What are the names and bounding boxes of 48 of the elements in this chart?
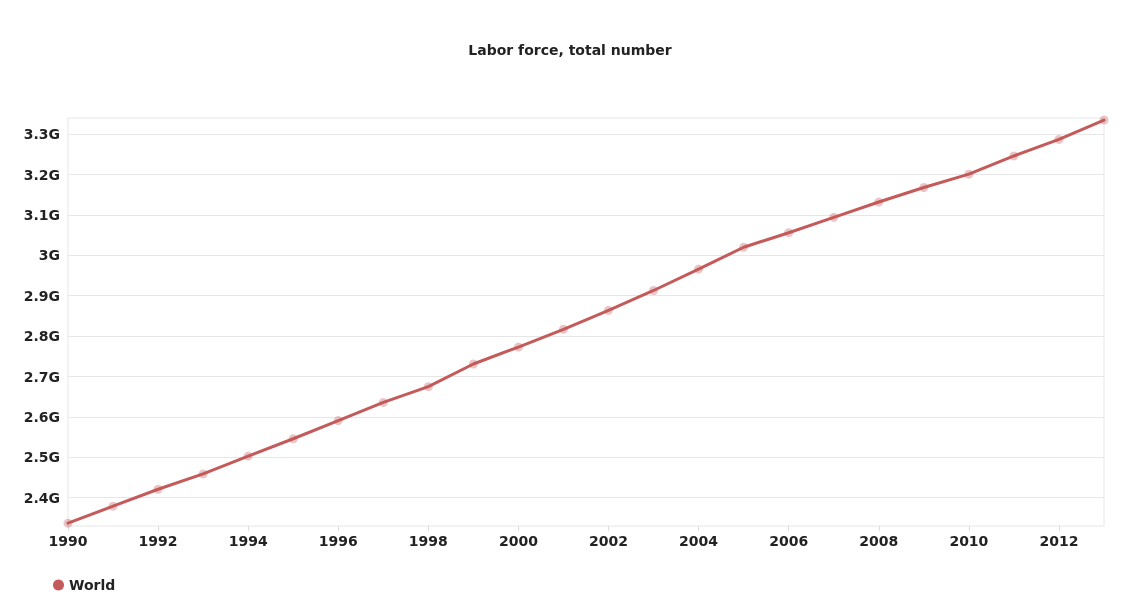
- x-tick-label: 2012: [1039, 533, 1079, 549]
- point: [63, 518, 73, 528]
- point: [288, 434, 298, 444]
- x-tick-label: 2006: [769, 533, 809, 549]
- point: [694, 264, 704, 274]
- point: [468, 359, 478, 369]
- point: [333, 416, 343, 426]
- y-tick-label: 2.7G: [23, 368, 60, 385]
- point: [513, 342, 523, 352]
- point: [604, 305, 614, 315]
- y-tick-label: 3.1G: [23, 206, 60, 223]
- x-tick-label: 2010: [949, 533, 989, 549]
- y-tick-label: 2.5G: [23, 449, 60, 466]
- x-tick-label: 1998: [408, 533, 448, 549]
- x-tick-label: 2008: [859, 533, 899, 549]
- y-tick-label: 2.4G: [23, 489, 60, 506]
- point: [964, 169, 974, 179]
- y-tick-label: 2.8G: [23, 328, 60, 345]
- y-tick-label: 2.9G: [23, 287, 60, 304]
- y-tick-label: 2.6G: [23, 408, 60, 425]
- x-tick-label: 2000: [498, 533, 539, 549]
- point: [739, 242, 749, 252]
- point: [243, 451, 253, 461]
- point: [649, 285, 659, 295]
- point: [829, 212, 839, 222]
- x-tick-label: 1996: [318, 533, 358, 549]
- point: [1009, 151, 1019, 161]
- point: [1099, 115, 1109, 125]
- point: [1054, 134, 1064, 144]
- point: [423, 382, 433, 392]
- chart-title: Labor force, total number: [468, 42, 672, 58]
- x-tick-label: 2004: [679, 533, 719, 549]
- y-tick-label: 3.2G: [23, 166, 60, 183]
- legend-label: World: [69, 577, 116, 593]
- x-tick-label: 2002: [589, 533, 629, 549]
- point: [874, 197, 884, 207]
- x-tick-label: 1994: [228, 533, 268, 549]
- point: [378, 397, 388, 407]
- point: [198, 469, 208, 479]
- point: [919, 182, 929, 192]
- point: [153, 484, 163, 494]
- x-tick-label: 1992: [138, 533, 178, 549]
- y-tick-label: 3G: [38, 247, 60, 264]
- point: [784, 228, 794, 238]
- x-tick-label: 1990: [48, 533, 88, 549]
- point: [108, 501, 118, 511]
- y-tick-label: 3.3G: [23, 126, 60, 143]
- point: [558, 324, 568, 334]
